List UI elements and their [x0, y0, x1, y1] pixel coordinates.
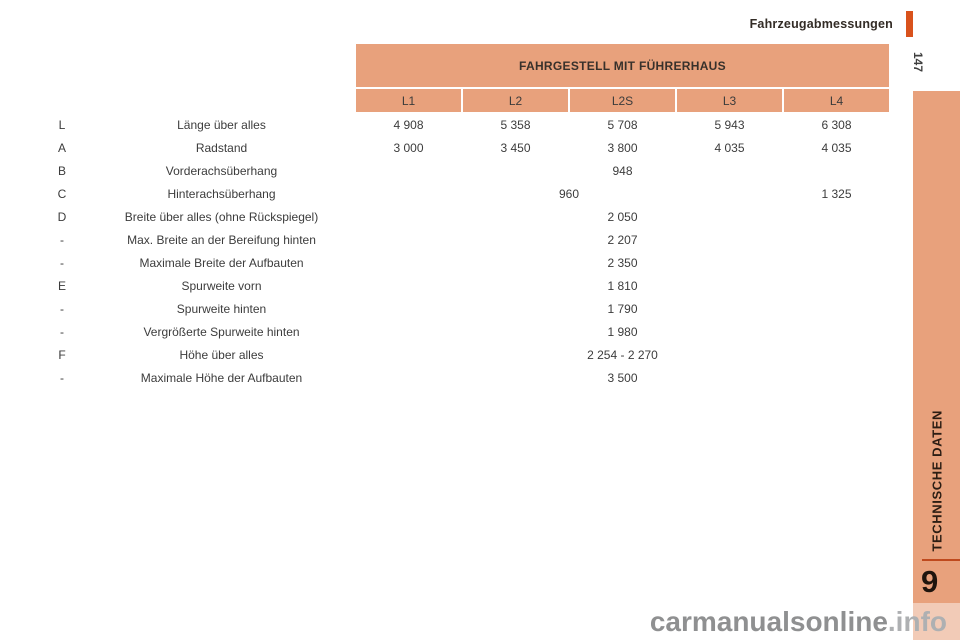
value-cell: 3 450 — [500, 140, 531, 155]
watermark-suffix: .info — [887, 606, 947, 637]
watermark-main: carmanualsonline — [649, 606, 888, 637]
row-label: Vorderachsüberhang — [165, 163, 278, 178]
header-accent-bar — [906, 11, 913, 37]
table-corner-blank — [45, 89, 79, 112]
row-label: Spurweite vorn — [181, 278, 262, 293]
row-label: Spurweite hinten — [176, 301, 267, 316]
chapter-title: TECHNISCHE DATEN — [929, 410, 944, 552]
value-cell: 3 500 — [607, 370, 638, 385]
value-cell: 3 000 — [393, 140, 424, 155]
page-header: Fahrzeugabmessungen — [750, 11, 913, 37]
table-corner-blank — [81, 89, 354, 112]
value-cell: 3 800 — [607, 140, 638, 155]
table-corner-blank — [45, 44, 79, 87]
row-key: B — [57, 163, 66, 178]
row-key: - — [60, 232, 64, 247]
watermark-band — [0, 603, 960, 640]
dimensions-table: FAHRGESTELL MIT FÜHRERHAUS L1 L2 L2S L3 L4 L Lä… — [45, 44, 889, 388]
table-corner-blank — [81, 44, 354, 87]
value-cell: 5 943 — [714, 117, 745, 132]
value-cell: 2 207 — [607, 232, 638, 247]
row-label: Maximale Breite der Aufbauten — [139, 255, 304, 270]
value-cell: 1 980 — [607, 324, 638, 339]
row-key: A — [57, 140, 66, 155]
row-key: L — [58, 117, 66, 132]
row-key: F — [58, 347, 66, 362]
row-label: Max. Breite an der Bereifung hinten — [127, 232, 316, 247]
value-cell: 1 325 — [821, 186, 852, 201]
row-key: E — [57, 278, 66, 293]
row-key: D — [57, 209, 67, 224]
row-label: Länge über alles — [177, 117, 266, 132]
row-label: Radstand — [195, 140, 248, 155]
value-cell: 2 350 — [607, 255, 638, 270]
column-header: L1 — [356, 89, 461, 112]
value-cell: 5 708 — [607, 117, 638, 132]
row-label: Hinterachsüberhang — [167, 186, 276, 201]
row-label: Höhe über alles — [179, 347, 264, 362]
value-cell: 1 810 — [607, 278, 638, 293]
watermark-text: carmanualsonline.info — [650, 606, 947, 638]
value-cell: 1 790 — [607, 301, 638, 316]
value-cell: 6 308 — [821, 117, 852, 132]
row-key: - — [60, 370, 64, 385]
row-label: Breite über alles (ohne Rückspiegel) — [124, 209, 319, 224]
row-label: Maximale Höhe der Aufbauten — [140, 370, 303, 385]
chapter-sidebar: TECHNISCHE DATEN 9 — [913, 91, 960, 640]
row-key: - — [60, 301, 64, 316]
chapter-number: 9 — [921, 564, 939, 599]
row-key: C — [57, 186, 67, 201]
row-key: - — [60, 324, 64, 339]
row-key: - — [60, 255, 64, 270]
table-title: FAHRGESTELL MIT FÜHRERHAUS — [356, 44, 889, 87]
value-cell: 960 — [558, 186, 580, 201]
value-cell: 2 254 - 2 270 — [587, 347, 658, 362]
column-header: L3 — [677, 89, 782, 112]
row-label: Vergrößerte Spurweite hinten — [143, 324, 300, 339]
page-number: 147 — [911, 51, 925, 73]
page-title: Fahrzeugabmessungen — [749, 17, 893, 31]
value-cell: 4 035 — [821, 140, 852, 155]
value-cell: 948 — [612, 163, 633, 178]
value-cell: 5 358 — [500, 117, 531, 132]
column-header: L2 — [463, 89, 568, 112]
value-cell: 2 050 — [607, 209, 638, 224]
column-header: L2S — [570, 89, 675, 112]
value-cell: 4 908 — [393, 117, 424, 132]
chapter-divider — [922, 559, 960, 561]
value-cell: 4 035 — [714, 140, 745, 155]
column-header: L4 — [784, 89, 889, 112]
